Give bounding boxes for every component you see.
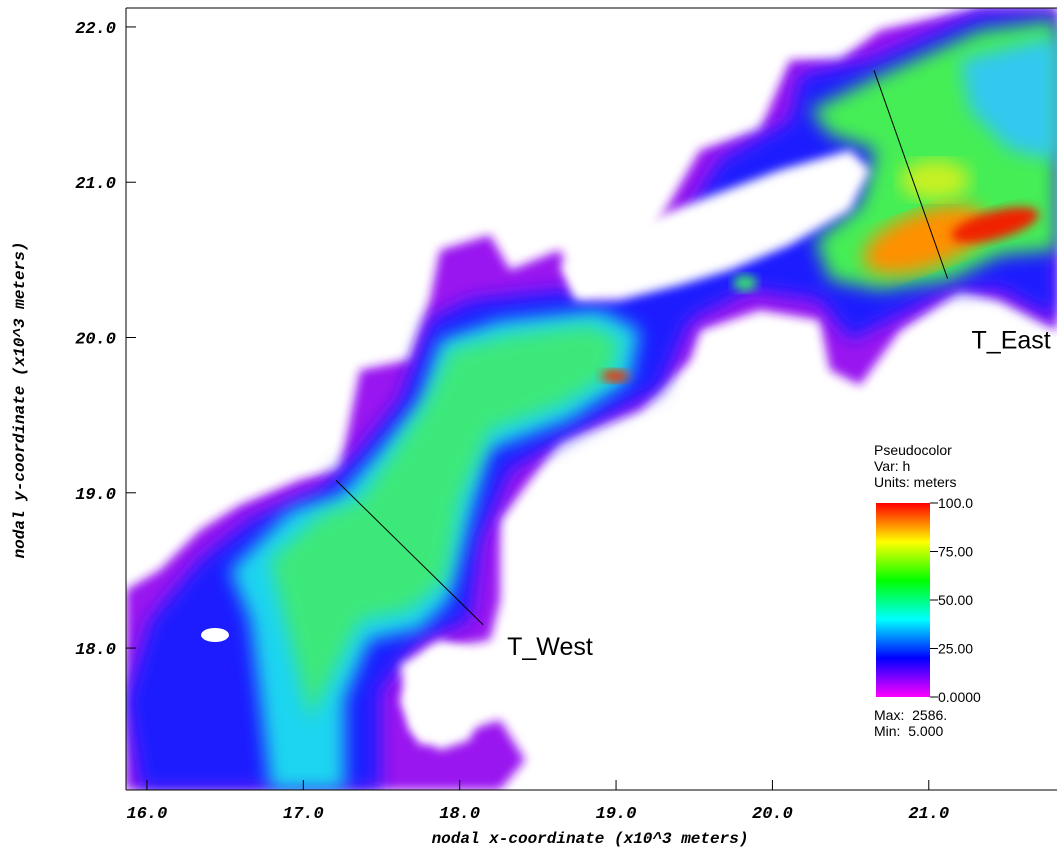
y-tick-label: 18.0 (75, 641, 116, 660)
hot-small (601, 370, 629, 382)
legend-min: Min: 5.000 (874, 723, 943, 739)
y-tick-label: 21.0 (75, 175, 116, 194)
x-axis-title: nodal x-coordinate (x10^3 meters) (432, 830, 749, 848)
x-tick-label: 21.0 (908, 805, 949, 824)
legend-max: Max: 2586. (874, 707, 947, 723)
legend-variable: Var: h (874, 458, 910, 474)
legend-units: Units: meters (874, 474, 956, 490)
colorbar-tick-label: 0.0000 (938, 689, 981, 705)
legend-title: Pseudocolor (874, 442, 952, 458)
island (201, 628, 229, 642)
x-tick-label: 18.0 (439, 805, 480, 824)
chart: nodal x-coordinate (x10^3 meters) nodal … (0, 0, 1057, 854)
x-tick-label: 17.0 (283, 805, 324, 824)
island (733, 275, 757, 291)
hot-yellow (900, 160, 970, 200)
y-tick-label: 20.0 (75, 331, 116, 350)
transect-label: T_East (972, 327, 1051, 355)
colorbar-tick-label: 50.00 (938, 592, 973, 608)
x-tick-label: 16.0 (127, 805, 168, 824)
colorbar (876, 503, 930, 697)
transect-label: T_West (507, 633, 593, 661)
x-tick-label: 19.0 (596, 805, 637, 824)
y-tick-label: 22.0 (75, 20, 116, 39)
y-axis-title: nodal y-coordinate (x10^3 meters) (11, 242, 29, 559)
colorbar-tick-label: 75.00 (938, 544, 973, 560)
colorbar-tick-label: 25.00 (938, 641, 973, 657)
y-tick-label: 19.0 (75, 486, 116, 505)
colorbar-tick-label: 100.0 (938, 495, 973, 511)
x-tick-label: 20.0 (752, 805, 793, 824)
